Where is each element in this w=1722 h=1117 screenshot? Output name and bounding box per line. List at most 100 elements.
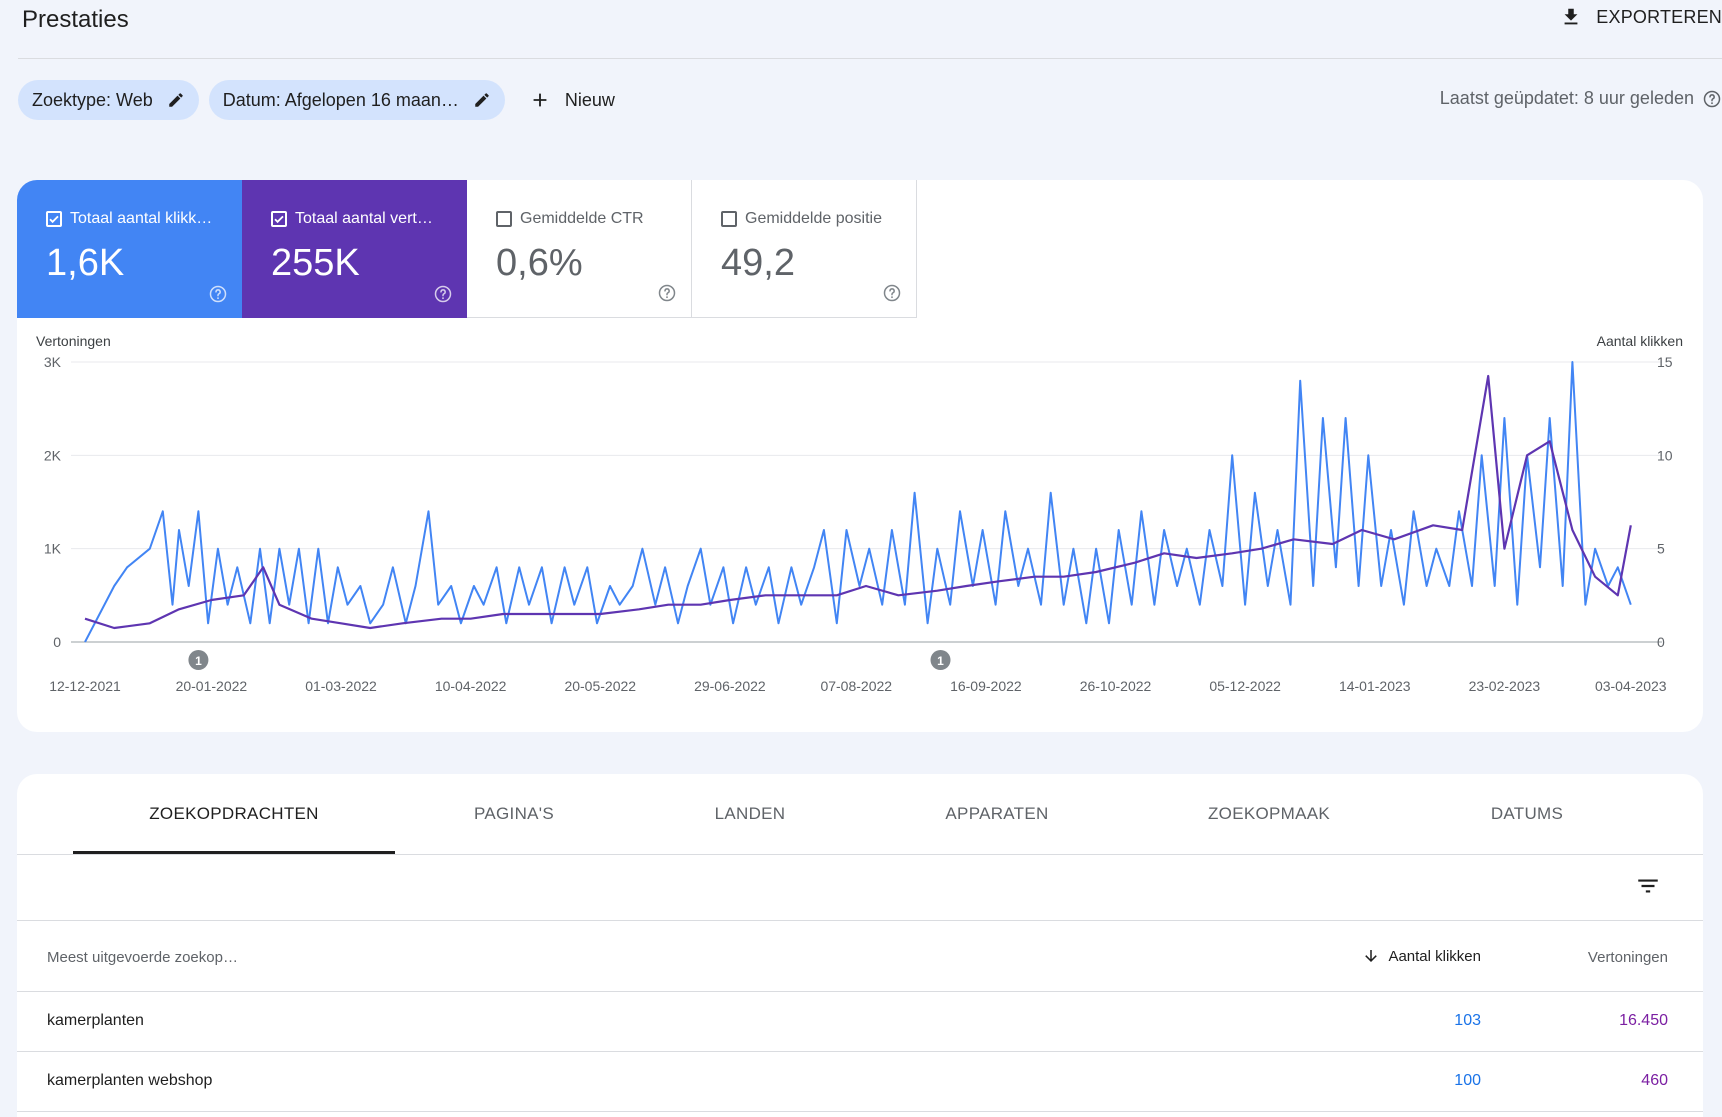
cell-impressions: 460 bbox=[1641, 1072, 1668, 1089]
x-tick-label: 14-01-2023 bbox=[1339, 678, 1411, 694]
dimension-tabs: ZOEKOPDRACHTEN PAGINA'S LANDEN APPARATEN… bbox=[17, 774, 1703, 855]
cell-clicks: 103 bbox=[1454, 1012, 1481, 1029]
checkbox-unchecked-icon[interactable] bbox=[496, 211, 512, 227]
arrow-down-icon bbox=[1365, 950, 1378, 962]
filter-bar: Zoektype: Web Datum: Afgelopen 16 maan… … bbox=[18, 80, 615, 120]
search-type-label: Zoektype: Web bbox=[32, 89, 153, 110]
series-line-clicks bbox=[84, 361, 1632, 643]
help-icon[interactable] bbox=[657, 283, 677, 303]
y-tick-label-right: 0 bbox=[1657, 634, 1665, 650]
tab-pages[interactable]: PAGINA'S bbox=[474, 804, 554, 823]
y-tick-label-left: 0 bbox=[53, 634, 61, 650]
cell-clicks: 100 bbox=[1454, 1072, 1481, 1089]
edit-icon bbox=[168, 93, 183, 107]
metric-tiles: Totaal aantal klikk… 1,6K Totaal aantal … bbox=[17, 180, 1703, 318]
metric-label-text: Gemiddelde CTR bbox=[520, 210, 644, 227]
annotation-marker bbox=[930, 650, 951, 670]
annotation-label: 1 bbox=[195, 654, 202, 668]
tab-queries[interactable]: ZOEKOPDRACHTEN bbox=[149, 804, 319, 823]
table-header: Meest uitgevoerde zoekop… Aantal klikken… bbox=[17, 921, 1703, 992]
series-line-impressions bbox=[84, 374, 1632, 630]
last-updated: Laatst geüpdatet: 8 uur geleden bbox=[1440, 88, 1722, 109]
y-tick-label-left: 3K bbox=[44, 354, 62, 370]
metric-total-clicks[interactable]: Totaal aantal klikk… 1,6K bbox=[17, 180, 242, 318]
x-tick-label: 12-12-2021 bbox=[49, 678, 121, 694]
metric-average-position[interactable]: Gemiddelde positie 49,2 bbox=[692, 180, 917, 318]
date-chip[interactable]: Datum: Afgelopen 16 maan… bbox=[208, 80, 505, 120]
queries-table-card: ZOEKOPDRACHTEN PAGINA'S LANDEN APPARATEN… bbox=[17, 774, 1703, 1117]
x-tick-label: 26-10-2022 bbox=[1080, 678, 1152, 694]
y-axis-label-left: Vertoningen bbox=[36, 333, 111, 349]
x-tick-label: 03-04-2023 bbox=[1595, 678, 1667, 694]
column-header-query[interactable]: Meest uitgevoerde zoekop… bbox=[47, 949, 238, 966]
help-icon[interactable] bbox=[433, 284, 453, 304]
header-divider bbox=[18, 58, 1722, 59]
plus-icon bbox=[533, 93, 547, 107]
metric-label-text: Totaal aantal klikk… bbox=[70, 210, 213, 227]
y-tick-label-left: 1K bbox=[44, 541, 62, 557]
checkbox-unchecked-icon[interactable] bbox=[721, 211, 737, 227]
new-filter-label: Nieuw bbox=[564, 89, 615, 110]
tab-dates[interactable]: DATUMS bbox=[1490, 804, 1564, 823]
annotation-label: 1 bbox=[937, 654, 944, 668]
x-tick-label: 29-06-2022 bbox=[694, 678, 766, 694]
help-icon[interactable] bbox=[882, 283, 902, 303]
cell-impressions: 16.450 bbox=[1619, 1012, 1668, 1029]
edit-icon bbox=[475, 93, 489, 107]
metric-label-text: Gemiddelde positie bbox=[745, 210, 882, 227]
x-tick-label: 16-09-2022 bbox=[950, 678, 1022, 694]
date-label: Datum: Afgelopen 16 maan… bbox=[222, 89, 459, 110]
new-filter-button[interactable]: Nieuw bbox=[529, 89, 615, 111]
search-type-chip[interactable]: Zoektype: Web bbox=[18, 80, 199, 120]
tab-search-appearance[interactable]: ZOEKOPMAAK bbox=[1207, 804, 1331, 823]
metric-value: 1,6K bbox=[46, 242, 125, 284]
table-toolbar bbox=[17, 855, 1703, 921]
x-tick-label: 23-02-2023 bbox=[1469, 678, 1541, 694]
metric-label: Totaal aantal vert… bbox=[271, 210, 433, 228]
metric-value: 0,6% bbox=[496, 242, 583, 284]
page-header: Prestaties EXPORTEREN bbox=[0, 0, 1722, 60]
download-icon bbox=[1564, 8, 1578, 25]
table-row[interactable]: kamerplanten 103 16.450 bbox=[17, 992, 1703, 1052]
metric-label: Totaal aantal klikk… bbox=[46, 210, 212, 228]
column-header-impressions[interactable]: Vertoningen bbox=[1587, 949, 1668, 966]
metric-label-text: Totaal aantal vert… bbox=[295, 210, 433, 227]
y-axis-label-right: Aantal klikken bbox=[1597, 333, 1683, 349]
filter-list-icon[interactable] bbox=[1635, 873, 1661, 899]
performance-chart: Vertoningen Aantal klikken 0 0 1K 5 2K 10 3K 15 12… bbox=[17, 318, 1703, 732]
export-button[interactable]: EXPORTEREN bbox=[1560, 6, 1722, 28]
x-tick-label: 10-04-2022 bbox=[435, 678, 507, 694]
metric-label: Gemiddelde positie bbox=[721, 210, 882, 228]
x-tick-label: 20-05-2022 bbox=[564, 678, 636, 694]
metric-value: 49,2 bbox=[721, 242, 795, 284]
last-updated-text: Laatst geüpdatet: 8 uur geleden bbox=[1439, 88, 1694, 108]
help-icon[interactable] bbox=[1702, 89, 1722, 109]
active-tab-indicator bbox=[73, 851, 395, 854]
tab-countries[interactable]: LANDEN bbox=[714, 804, 786, 823]
metric-total-impressions[interactable]: Totaal aantal vert… 255K bbox=[242, 180, 467, 318]
metric-value: 255K bbox=[271, 242, 360, 284]
help-icon[interactable] bbox=[208, 284, 228, 304]
metric-label: Gemiddelde CTR bbox=[496, 210, 644, 228]
checkbox-checked-icon[interactable] bbox=[46, 211, 62, 227]
x-tick-label: 01-03-2022 bbox=[305, 678, 377, 694]
tab-devices[interactable]: APPARATEN bbox=[945, 804, 1049, 823]
column-header-clicks-label: Aantal klikken bbox=[1388, 947, 1481, 965]
cell-query: kamerplanten bbox=[47, 1012, 144, 1029]
x-tick-label: 05-12-2022 bbox=[1209, 678, 1281, 694]
export-label: EXPORTEREN bbox=[1596, 6, 1722, 27]
x-tick-label: 20-01-2022 bbox=[176, 678, 248, 694]
x-tick-label: 07-08-2022 bbox=[820, 678, 892, 694]
cell-query: kamerplanten webshop bbox=[47, 1072, 213, 1089]
checkbox-checked-icon[interactable] bbox=[271, 211, 287, 227]
column-header-clicks[interactable]: Aantal klikken bbox=[1362, 947, 1481, 965]
metric-average-ctr[interactable]: Gemiddelde CTR 0,6% bbox=[467, 180, 692, 318]
y-tick-label-right: 15 bbox=[1657, 354, 1673, 370]
page-title: Prestaties bbox=[22, 6, 129, 33]
y-tick-label-left: 2K bbox=[44, 447, 62, 463]
annotation-marker bbox=[188, 650, 209, 670]
performance-card: Totaal aantal klikk… 1,6K Totaal aantal … bbox=[17, 180, 1703, 732]
table-row[interactable]: kamerplanten webshop 100 460 bbox=[17, 1052, 1703, 1112]
y-tick-label-right: 5 bbox=[1657, 541, 1665, 557]
